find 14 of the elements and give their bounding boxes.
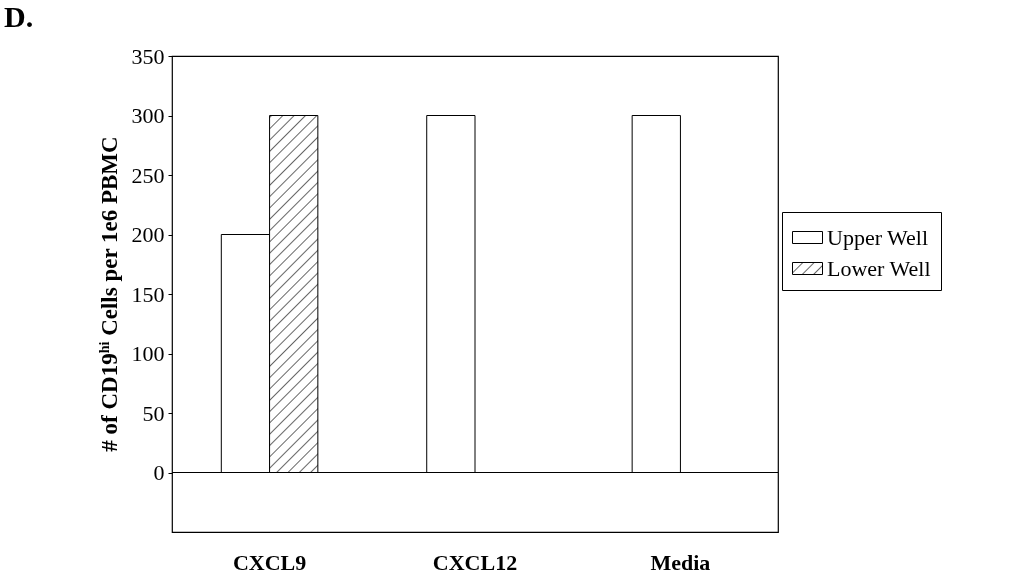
y-tick-label: 300 xyxy=(131,103,165,128)
x-tick-label: Media xyxy=(650,549,711,575)
y-tick-label: 150 xyxy=(131,281,165,307)
legend-label: Lower Well xyxy=(827,255,931,281)
y-tick-label: 350 xyxy=(131,43,165,69)
y-tick-label: 100 xyxy=(131,341,165,366)
x-tick-label: CXCL9 xyxy=(232,549,307,575)
y-tick-label: 250 xyxy=(131,162,165,188)
y-tick-label: 50 xyxy=(142,400,165,426)
legend-label: Upper Well xyxy=(827,224,929,250)
chart-title: D. xyxy=(4,0,34,34)
y-tick-label: 0 xyxy=(153,460,165,485)
y-tick-label: 200 xyxy=(131,222,165,247)
x-tick-label: CXCL12 xyxy=(432,549,518,575)
